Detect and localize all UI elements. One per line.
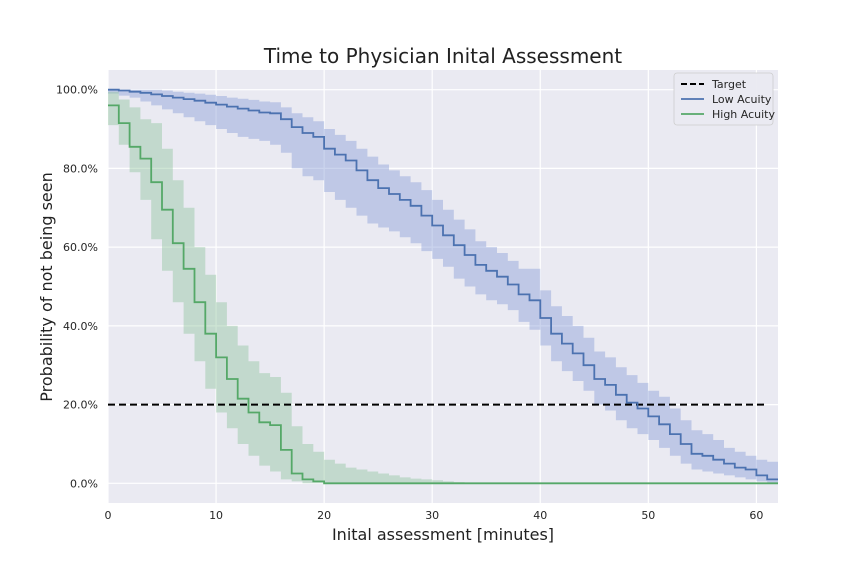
line-low-acuity: [108, 88, 778, 481]
band-high-acuity: [108, 91, 778, 484]
x-tick-label: 50: [641, 509, 655, 522]
legend-box: [673, 72, 774, 126]
x-tick-label: 30: [425, 509, 439, 522]
series-lines: [108, 88, 778, 485]
x-tick-label: 40: [533, 509, 547, 522]
y-axis-label: Probability of not being seen: [37, 172, 56, 401]
line-high-acuity: [108, 104, 778, 485]
y-tick-label: 60.0%: [63, 241, 98, 254]
legend-label-low-acuity: Low Acuity: [712, 93, 772, 106]
legend-label-target: Target: [711, 78, 747, 91]
y-tick-label: 0.0%: [70, 477, 98, 490]
y-tick-labels: 0.0% 20.0% 40.0% 60.0% 80.0% 100.0%: [56, 84, 98, 491]
chart-title: Time to Physician Inital Assessment: [263, 44, 622, 68]
x-tick-label: 20: [317, 509, 331, 522]
x-axis-label: Inital assessment [minutes]: [332, 525, 554, 544]
x-tick-label: 60: [749, 509, 763, 522]
y-tick-label: 20.0%: [63, 399, 98, 412]
y-tick-label: 100.0%: [56, 84, 98, 97]
legend-label-high-acuity: High Acuity: [712, 108, 775, 121]
y-tick-label: 40.0%: [63, 320, 98, 333]
legend: Target Low Acuity High Acuity: [673, 72, 775, 126]
x-tick-label: 10: [209, 509, 223, 522]
x-tick-label: 0: [105, 509, 112, 522]
y-tick-label: 80.0%: [63, 162, 98, 175]
plot-area: [108, 70, 778, 503]
x-tick-labels: 0 10 20 30 40 50 60: [105, 509, 764, 522]
